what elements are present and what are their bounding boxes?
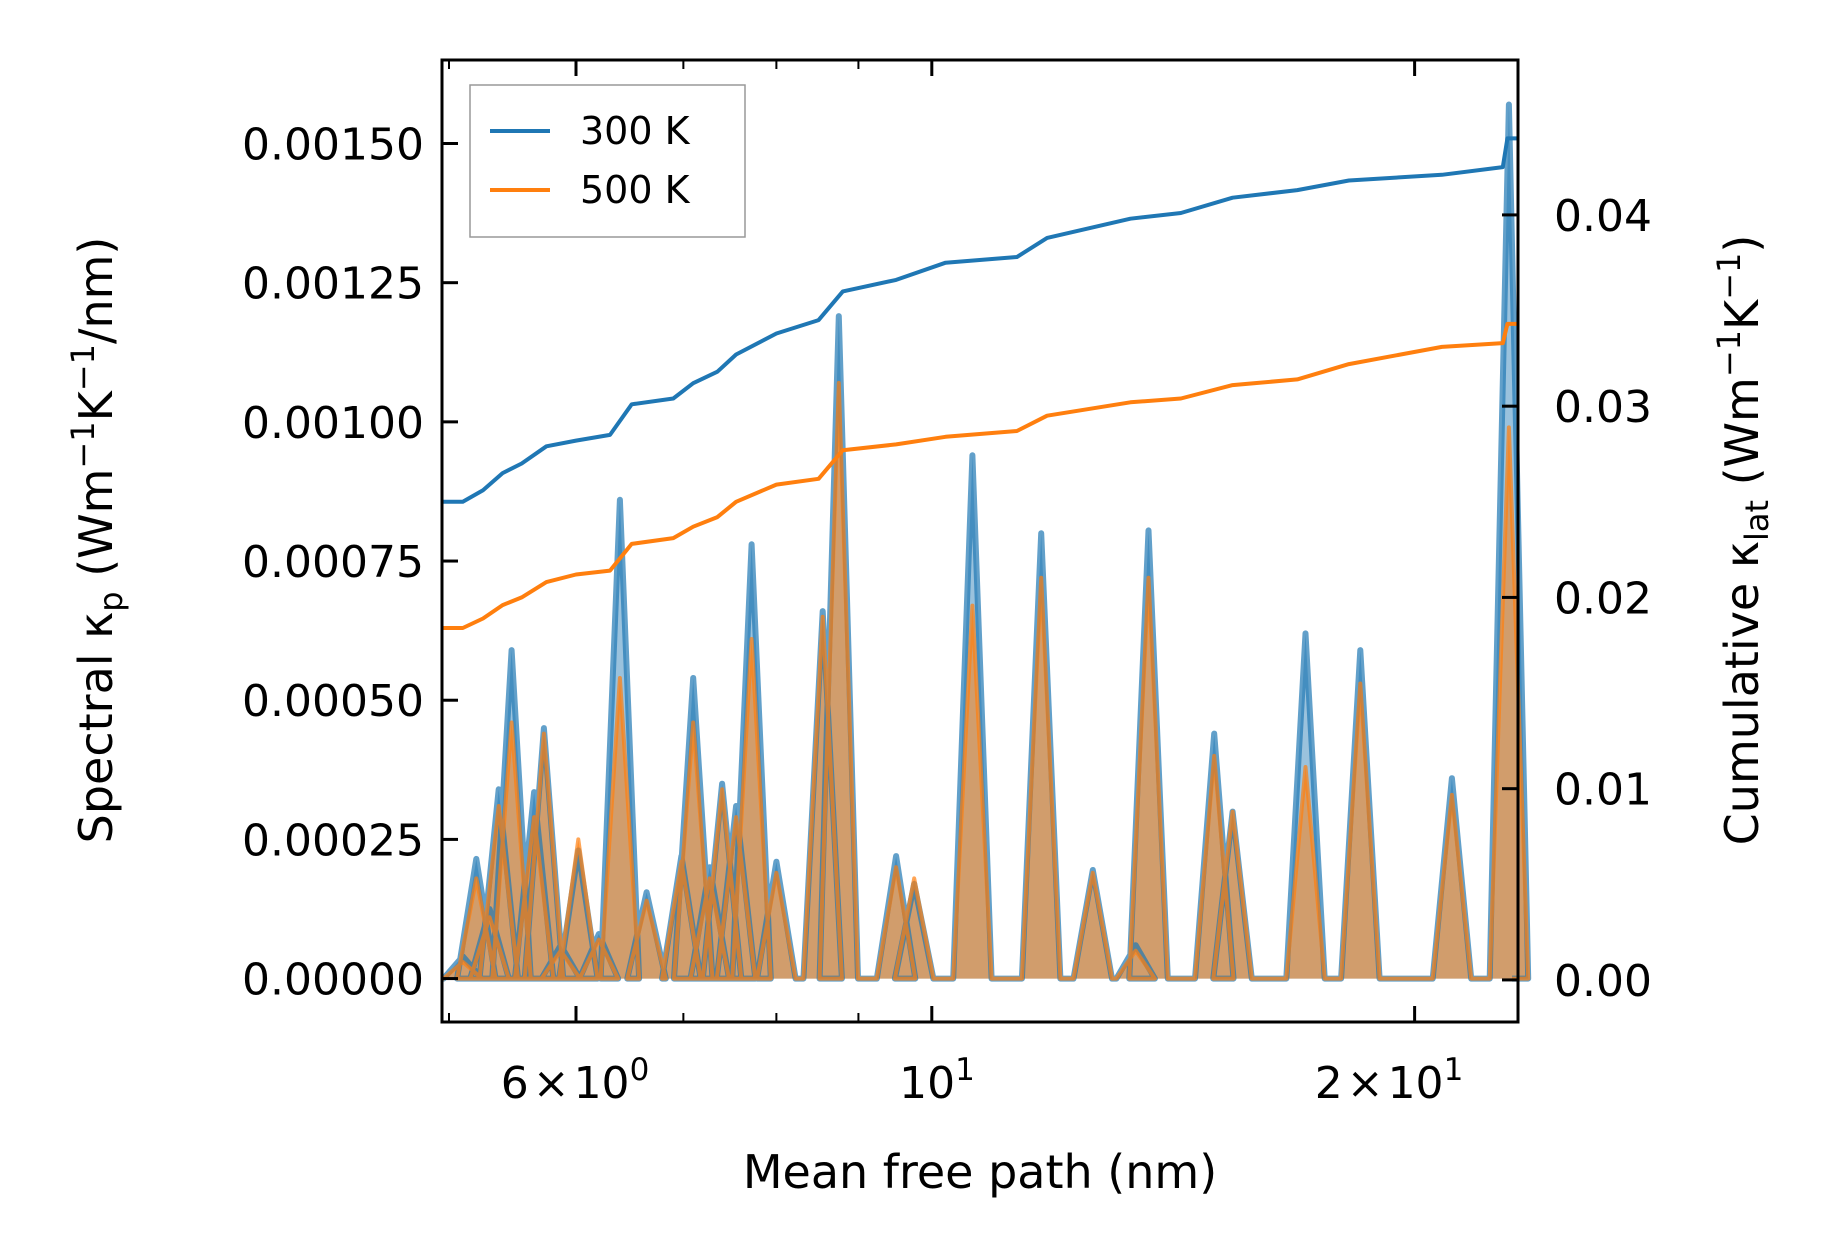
y-left-tick-label: 0.00125 (242, 259, 424, 310)
y-left-label-sup1: −1 (64, 421, 102, 468)
y-right-tick-label: 0.03 (1554, 382, 1652, 433)
y-right-label-unit: (Wm (1715, 377, 1769, 500)
x-tick-6-base: 10 (574, 1058, 630, 1109)
cumulative-line-300k (442, 136, 1518, 504)
y-left-label-tail: /nm) (69, 237, 123, 344)
x-tick-20-base: 10 (1388, 1058, 1444, 1109)
x-tick-20-times: × (1347, 1058, 1384, 1109)
x-tick-20-coef: 2 (1315, 1058, 1343, 1109)
y-left-tick-label: 0.00050 (242, 676, 424, 727)
x-tick-6-exp: 0 (630, 1052, 650, 1088)
x-tick-6-coef: 6 (501, 1058, 529, 1109)
y-left-label-unit: (Wm (69, 469, 123, 592)
y-left-tick-label: 0.00100 (242, 398, 424, 449)
y-left-label-base: Spectral κ (69, 612, 123, 844)
y-left-tick-label: 0.00000 (242, 955, 424, 1006)
x-axis-label: Mean free path (nm) (743, 1145, 1217, 1199)
spectral-lines-layer (440, 101, 1532, 982)
y-right-tick-label: 0.00 (1554, 956, 1652, 1007)
spectral-line-500k (441, 380, 1531, 981)
plot-frame (440, 58, 1520, 1024)
y-left-label-sub: p (92, 591, 130, 611)
y-left-tick-label: 0.00025 (242, 815, 424, 866)
x-tick-label-20: 2×101 (1315, 1052, 1464, 1109)
cumulative-lines-layer (442, 136, 1518, 630)
x-tick-20-exp: 1 (1444, 1052, 1464, 1088)
x-tick-10-exp: 1 (955, 1052, 975, 1088)
legend-label-500k: 500 K (580, 168, 691, 212)
x-tick-label-10: 101 (899, 1052, 975, 1109)
ticks-layer: 0.00000 0.00025 0.00050 0.00075 0.00100 0.001… (242, 60, 1652, 1022)
x-tick-6-times: × (533, 1058, 570, 1109)
y-left-axis-label: Spectral κp (Wm−1K−1/nm) (64, 237, 130, 844)
y-right-label-sub: lat (1738, 500, 1776, 541)
x-tick-10-base: 10 (899, 1058, 955, 1109)
y-right-tick-label: 0.04 (1554, 191, 1652, 242)
y-right-label-sup2: −1 (1710, 253, 1748, 300)
y-right-label-sup1: −1 (1710, 330, 1748, 377)
y-left-tick-label: 0.00075 (242, 537, 424, 588)
y-left-label-sup2: −1 (64, 344, 102, 391)
y-right-label-mid: K (1715, 298, 1769, 330)
y-right-tick-label: 0.02 (1554, 573, 1652, 624)
legend: 300 K 500 K (469, 84, 746, 238)
legend-label-300k: 300 K (580, 109, 691, 153)
legend-box (469, 84, 746, 238)
y-right-label-tail: ) (1715, 235, 1769, 253)
x-tick-label-6: 6×100 (501, 1052, 650, 1109)
y-left-tick-label: 0.00150 (242, 120, 424, 171)
y-right-axis-label: Cumulative κlat (Wm−1K−1) (1710, 235, 1776, 846)
y-right-label-base: Cumulative κ (1715, 541, 1769, 845)
y-left-label-mid: K (69, 389, 123, 421)
y-right-tick-label: 0.01 (1554, 765, 1652, 816)
cumulative-line-500k (442, 321, 1518, 630)
